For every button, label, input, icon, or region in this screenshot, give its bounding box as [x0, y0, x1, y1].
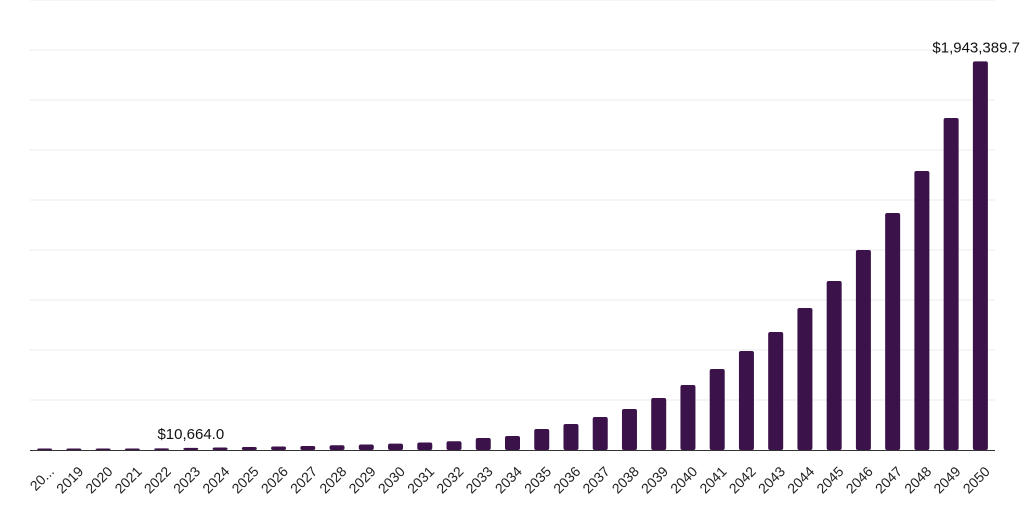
bar-20...	[37, 448, 53, 450]
x-tick-label: 2047	[872, 463, 905, 496]
bar-2035	[534, 429, 550, 450]
x-tick-label: 2037	[579, 463, 612, 496]
x-tick-label: 2021	[111, 463, 144, 496]
bar-2049	[943, 118, 959, 450]
x-tick-label: 2032	[433, 463, 466, 496]
bar-2042	[738, 351, 754, 450]
x-tick-label: 2026	[258, 463, 291, 496]
x-tick-label: 2023	[170, 463, 203, 496]
x-tick-label: 2033	[462, 463, 495, 496]
x-tick-label: 2027	[287, 463, 320, 496]
bar-2044	[797, 308, 813, 450]
bar-2034	[505, 436, 520, 450]
bar-2036	[563, 424, 579, 450]
bar-2037	[592, 417, 608, 450]
bar-2019	[66, 448, 82, 450]
bar-2021	[124, 448, 140, 450]
bar-2029	[358, 444, 374, 450]
bar-2033	[475, 438, 491, 450]
bar-2039	[651, 398, 667, 450]
bar-2023	[183, 447, 199, 450]
x-tick-label: 2046	[843, 463, 876, 496]
bar-2041	[709, 369, 725, 450]
bar-2027	[300, 446, 316, 450]
x-tick-label: 2044	[784, 463, 817, 496]
x-tick-label: 2039	[638, 463, 671, 496]
bar-2024	[212, 447, 228, 450]
bar-2030	[388, 443, 404, 450]
x-tick-label: 20...	[27, 463, 58, 494]
x-tick-label: 2019	[53, 463, 86, 496]
x-tick-label: 2042	[726, 463, 759, 496]
bar-2038	[621, 409, 637, 450]
x-tick-label: 2030	[375, 463, 408, 496]
x-tick-label: 2034	[492, 463, 525, 496]
x-tick-label: 2036	[550, 463, 583, 496]
bar-2022	[154, 448, 170, 450]
x-tick-label: 2050	[960, 463, 993, 496]
bar-2025	[241, 447, 257, 450]
x-tick-label: 2048	[901, 463, 934, 496]
bar-2048	[914, 171, 930, 450]
x-tick-label: 2029	[345, 463, 378, 496]
x-tick-labels: 20...20192020202120222023202420252026202…	[27, 463, 993, 496]
x-tick-label: 2022	[141, 463, 174, 496]
x-tick-label: 2031	[404, 463, 437, 496]
bar-2032	[446, 441, 462, 450]
bar-2043	[768, 332, 784, 450]
bar-2040	[680, 385, 696, 450]
x-tick-label: 2035	[521, 463, 554, 496]
bar-2026	[271, 446, 287, 450]
x-tick-label: 2041	[696, 463, 729, 496]
x-tick-label: 2045	[813, 463, 846, 496]
bar-2028	[329, 445, 345, 450]
x-tick-label: 2024	[199, 463, 232, 496]
x-tick-label: 2038	[609, 463, 642, 496]
bars	[37, 61, 988, 450]
bar-2045	[826, 281, 842, 450]
bar-2046	[855, 250, 871, 450]
x-tick-label: 2025	[228, 463, 261, 496]
bar-2047	[885, 213, 901, 450]
x-tick-label: 2049	[930, 463, 963, 496]
data-label-2023: $10,664.0	[157, 426, 224, 443]
x-tick-label: 2043	[755, 463, 788, 496]
gridlines	[30, 0, 995, 401]
x-tick-label: 2040	[667, 463, 700, 496]
x-tick-label: 2020	[82, 463, 115, 496]
bar-2020	[95, 448, 111, 450]
bar-2050	[972, 61, 988, 450]
bar-2031	[417, 442, 433, 450]
x-tick-label: 2028	[316, 463, 349, 496]
data-labels: $10,664.0 $1,943,389.7	[157, 39, 1020, 443]
data-label-2050: $1,943,389.7	[932, 39, 1020, 56]
